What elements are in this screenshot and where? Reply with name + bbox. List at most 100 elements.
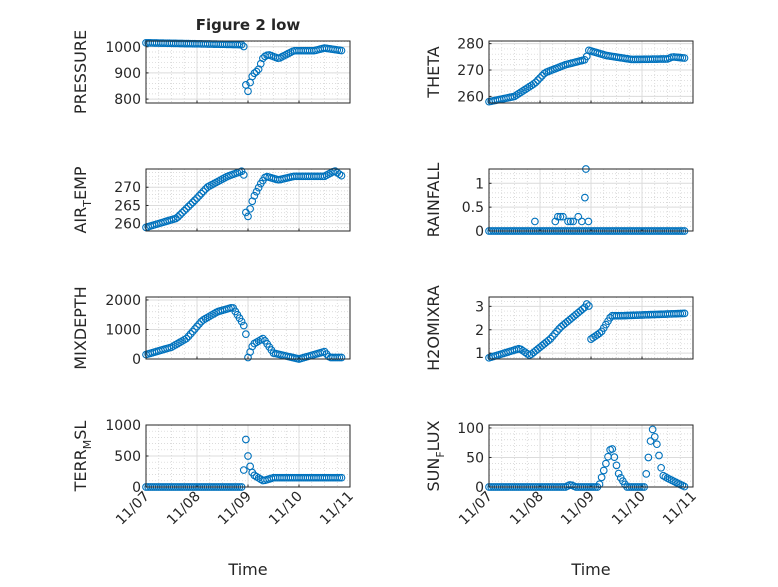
data-point [614,469,623,478]
data-point [259,334,267,343]
data-point [186,200,195,209]
y-axis-label: RAINFALL [424,163,443,238]
data-point [250,69,259,78]
data-point [599,466,608,475]
data-point [612,461,621,470]
data-point [534,76,542,84]
data-point [657,463,665,472]
data-point [559,212,567,221]
y-tick-label: 1 [475,346,484,362]
data-point [239,466,248,474]
data-point [188,327,197,336]
axes-box [488,168,694,232]
y-tick-label: 800 [114,92,141,108]
data-point [680,54,689,62]
y-tick-label: 270 [457,63,484,79]
data-point [529,80,538,88]
y-tick-label: 280 [457,37,484,53]
data-point [566,217,575,226]
data-point [540,69,549,78]
data-point [239,171,248,179]
data-point [597,473,606,482]
y-tick-label: 1000 [105,322,141,338]
data-point [536,74,544,82]
y-axis-label: TERRMSL [71,421,94,493]
y-tick-label: 100 [457,421,484,437]
y-axis-label: THETA [424,46,443,98]
data-point [335,170,344,179]
data-point [239,42,248,51]
data-point [244,87,252,96]
y-tick-label: 0 [132,480,141,496]
data-point [595,480,604,489]
data-point [186,330,195,338]
data-point [602,459,610,468]
y-tick-label: 1000 [105,418,141,434]
data-point [337,473,346,482]
y-tick-label: 0 [475,480,484,496]
data-point [254,183,263,192]
data-point [584,217,593,226]
data-point [653,440,661,449]
data-point [174,213,182,221]
y-tick-label: 0 [132,352,141,368]
data-point [531,217,539,226]
data-point [569,217,578,226]
y-tick-label: 265 [114,198,141,214]
y-tick-label: 0.5 [462,200,484,216]
subplot-air-temp: 260 265 270 AIRTEMP [71,166,351,234]
data-point [335,473,344,482]
data-point [581,193,589,202]
axes-box [488,296,694,360]
y-tick-label: 270 [114,180,141,196]
data-point [556,212,565,221]
axes-box [145,296,351,360]
data-point [246,204,254,213]
y-tick-label: 3 [475,299,484,315]
axes-box [488,40,694,104]
y-tick-label: 2000 [105,293,141,309]
data-point [191,196,199,205]
y-tick-label: 260 [114,217,141,233]
data-point [337,171,346,180]
data-point [582,300,591,308]
x-axis-label: Time [227,560,267,579]
data-point [195,192,203,200]
subplot-rainfall: 0 0.5 1 RAINFALL [424,163,694,240]
y-axis-label: AIRTEMP [71,166,94,233]
subplot-h2omixra: 1 2 3 H2OMIXRA [424,285,694,371]
y-tick-label: 900 [114,66,141,82]
data-point [320,347,329,356]
axes-box [488,424,694,488]
data-point [595,329,604,338]
axes-box [145,168,351,232]
data-point [197,189,206,198]
data-point [178,208,186,217]
data-point [180,206,189,215]
data-point [193,322,201,331]
data-point [335,353,344,362]
subplot-theta: 260 270 280 THETA [424,37,694,106]
data-point [195,320,203,328]
data-point [531,78,540,87]
data-point [239,321,248,330]
data-point [250,191,259,200]
data-point [655,451,663,460]
data-point [585,302,593,310]
data-point [337,46,346,55]
data-point [184,202,193,211]
data-point [244,452,252,460]
data-point [252,67,261,76]
data-point [193,194,201,203]
subplot-mixdepth: 0 1000 2000 MIXDEPTH [71,286,351,370]
data-point [242,435,250,444]
data-point [237,317,246,326]
data-point [564,217,572,226]
y-tick-label: 1 [475,176,484,192]
y-tick-label: 50 [466,450,484,466]
data-point [553,212,562,221]
y-tick-label: 500 [114,449,141,465]
data-point [680,309,689,318]
subplot-pressure: 800 900 1000 PRESSURE [71,30,351,114]
